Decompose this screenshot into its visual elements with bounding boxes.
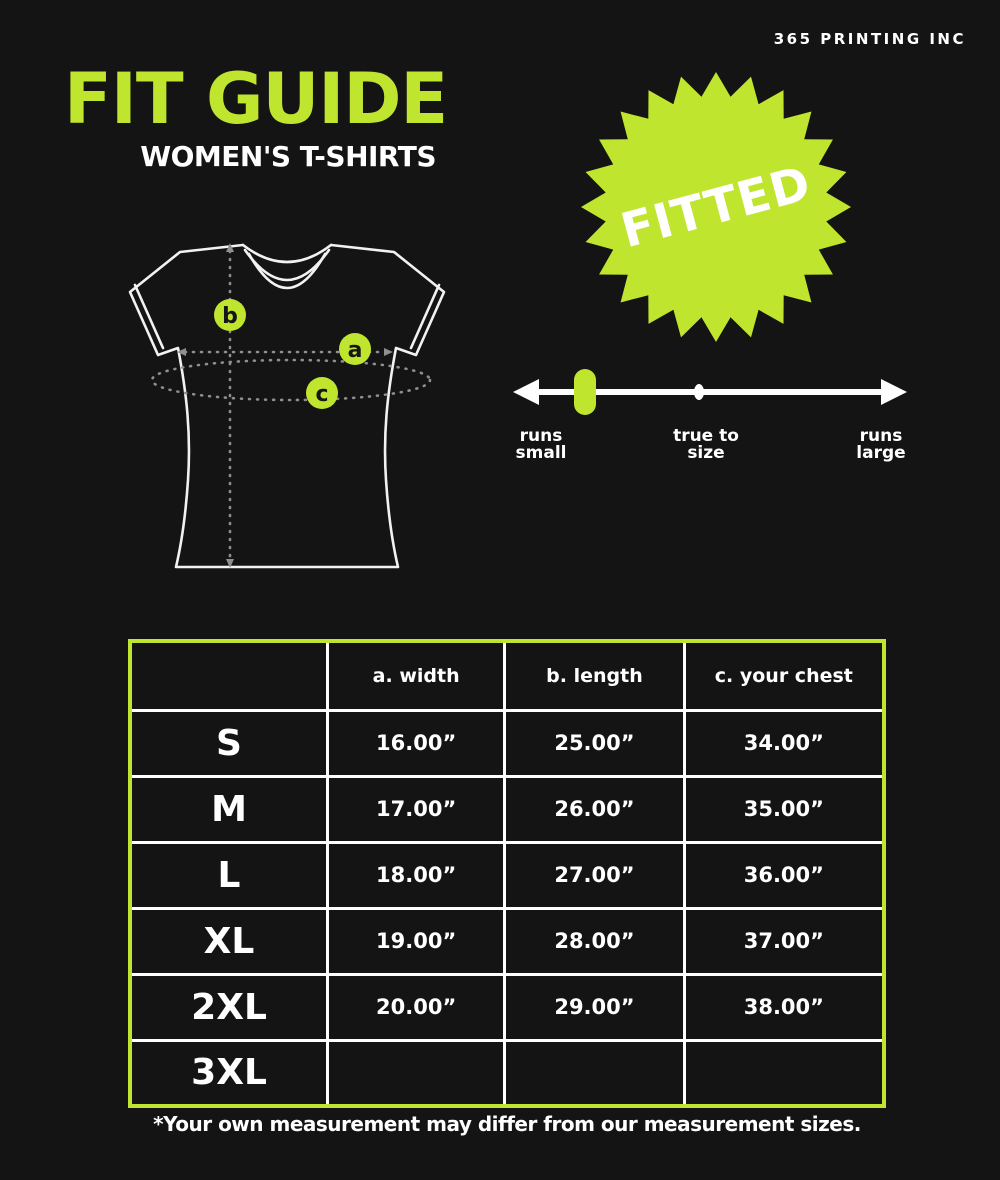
table-row: M 17.00” 26.00” 35.00” bbox=[128, 774, 886, 844]
scale-label-runs-small: runs small bbox=[515, 426, 567, 463]
width-cell: 17.00” bbox=[326, 774, 507, 844]
length-cell: 28.00” bbox=[503, 906, 686, 976]
table-header-row: a. width b. length c. your chest bbox=[128, 639, 886, 712]
arrow-right-icon bbox=[384, 348, 393, 356]
arrow-left-icon bbox=[177, 348, 186, 356]
arrow-up-icon bbox=[226, 243, 234, 252]
size-table: a. width b. length c. your chest S 16.00… bbox=[128, 639, 886, 1108]
marker-c-label: c bbox=[315, 382, 328, 407]
brand-text: 365 PRINTING INC bbox=[773, 30, 966, 48]
marker-b-circle bbox=[214, 299, 246, 331]
table-row: 2XL 20.00” 29.00” 38.00” bbox=[128, 972, 886, 1042]
chest-cell bbox=[682, 1038, 886, 1108]
length-cell bbox=[503, 1038, 686, 1108]
header-chest: c. your chest bbox=[682, 639, 886, 712]
scale-label-true-to-size: true to size bbox=[673, 426, 739, 463]
header-blank bbox=[128, 639, 330, 712]
fit-scale-arrow-icon bbox=[513, 369, 907, 415]
footnote: *Your own measurement may differ from ou… bbox=[153, 1112, 861, 1136]
starburst-icon: FITTED bbox=[581, 72, 851, 342]
scale-label-runs-large: runs large bbox=[856, 426, 906, 463]
width-cell: 18.00” bbox=[326, 840, 507, 910]
width-cell: 20.00” bbox=[326, 972, 507, 1042]
arrow-down-icon bbox=[226, 559, 234, 568]
chest-cell: 38.00” bbox=[682, 972, 886, 1042]
measure-markers: b a c bbox=[214, 299, 371, 409]
fit-marker bbox=[574, 369, 596, 415]
size-cell: 2XL bbox=[128, 972, 330, 1042]
table-row: L 18.00” 27.00” 36.00” bbox=[128, 840, 886, 910]
marker-a-circle bbox=[339, 333, 371, 365]
table-row: 3XL bbox=[128, 1038, 886, 1108]
fitted-badge: FITTED bbox=[581, 72, 851, 342]
table-row: S 16.00” 25.00” 34.00” bbox=[128, 708, 886, 778]
table-row: XL 19.00” 28.00” 37.00” bbox=[128, 906, 886, 976]
length-cell: 26.00” bbox=[503, 774, 686, 844]
size-cell: 3XL bbox=[128, 1038, 330, 1108]
page-subtitle: WOMEN'S T-SHIRTS bbox=[140, 140, 436, 173]
header-length: b. length bbox=[503, 639, 686, 712]
marker-c-circle bbox=[306, 377, 338, 409]
width-cell bbox=[326, 1038, 507, 1108]
chest-cell: 35.00” bbox=[682, 774, 886, 844]
true-to-size-dot-icon bbox=[694, 384, 704, 400]
fit-scale: runs small true to size runs large bbox=[500, 356, 920, 486]
size-cell: L bbox=[128, 840, 330, 910]
chest-cell: 34.00” bbox=[682, 708, 886, 778]
width-cell: 16.00” bbox=[326, 708, 507, 778]
page-title: FIT GUIDE bbox=[64, 58, 448, 140]
tshirt-outline-icon: b a c bbox=[128, 243, 446, 569]
size-cell: S bbox=[128, 708, 330, 778]
size-cell: XL bbox=[128, 906, 330, 976]
chest-measure-ellipse bbox=[150, 358, 432, 402]
width-cell: 19.00” bbox=[326, 906, 507, 976]
length-cell: 29.00” bbox=[503, 972, 686, 1042]
chest-cell: 36.00” bbox=[682, 840, 886, 910]
scale-right-arrowhead-icon bbox=[881, 379, 907, 405]
scale-left-arrowhead-icon bbox=[513, 379, 539, 405]
marker-b-label: b bbox=[222, 304, 238, 329]
size-cell: M bbox=[128, 774, 330, 844]
tshirt-diagram: b a c bbox=[125, 225, 465, 575]
marker-a-label: a bbox=[348, 338, 363, 363]
header-width: a. width bbox=[326, 639, 507, 712]
length-cell: 25.00” bbox=[503, 708, 686, 778]
chest-cell: 37.00” bbox=[682, 906, 886, 976]
length-cell: 27.00” bbox=[503, 840, 686, 910]
